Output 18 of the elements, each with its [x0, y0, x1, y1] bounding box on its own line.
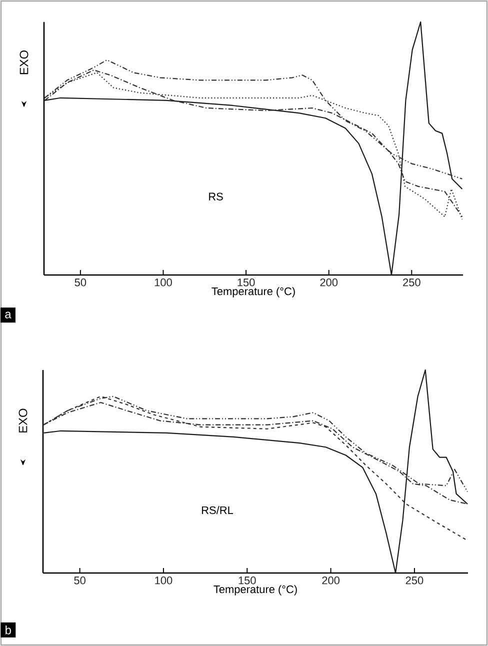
x-tick-label: 200 [322, 576, 340, 584]
x-tick-label: 250 [406, 576, 424, 584]
x-axis-title: Temperature (°C) [214, 585, 297, 596]
x-tick-label: 250 [403, 278, 420, 286]
x-tick-label: 100 [155, 576, 172, 584]
x-tick-label: 200 [320, 278, 338, 286]
y-axis-title: EXO [18, 408, 28, 432]
x-axis-title: Temperature (°C) [212, 287, 295, 298]
annotation: RS/RL [202, 506, 234, 514]
text: a [5, 312, 12, 318]
annotation: RS [209, 192, 223, 200]
text: b [6, 626, 11, 634]
x-tick-label: 50 [74, 278, 86, 286]
x-tick-label: 50 [74, 576, 86, 584]
y-axis-title: EXO [20, 50, 28, 74]
x-tick-label: 150 [238, 576, 256, 584]
x-tick-label: 100 [154, 278, 172, 286]
x-tick-label: 150 [238, 278, 255, 286]
